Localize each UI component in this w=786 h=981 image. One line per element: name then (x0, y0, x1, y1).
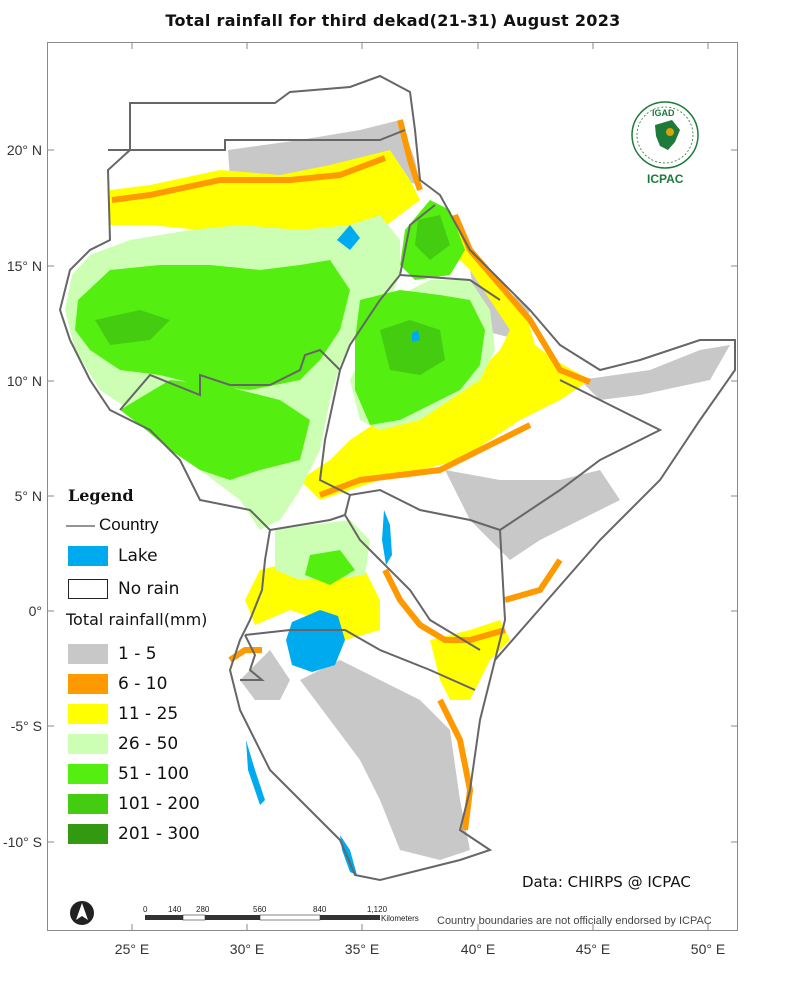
legend-label-51-100: 51 - 100 (118, 764, 190, 784)
scale-bar (145, 914, 380, 921)
lat-label-5n: 5° N (14, 488, 42, 504)
legend-label-6-10: 6 - 10 (118, 674, 168, 694)
scale-tick-560: 560 (253, 905, 267, 914)
lon-label-50e: 50° E (690, 941, 726, 957)
data-credit: Data: CHIRPS @ ICPAC (522, 873, 691, 891)
map-title: Total rainfall for third dekad(21-31) Au… (165, 11, 621, 30)
legend-label-101-200: 101 - 200 (118, 794, 200, 814)
lat-label-20n: 20° N (6, 142, 42, 158)
lon-label-30e: 30° E (229, 941, 265, 957)
legend-rainfall-title: Total rainfall(mm) (66, 610, 208, 629)
legend-label-11-25: 11 - 25 (118, 704, 179, 724)
icpac-logo-icon (631, 101, 699, 169)
lat-label-10n: 10° N (6, 373, 42, 389)
legend-no-rain-swatch (68, 579, 108, 599)
scale-tick-1120: 1,120 (367, 905, 388, 914)
scale-tick-280: 280 (196, 905, 210, 914)
lon-label-25e: 25° E (114, 941, 150, 957)
legend-swatch-201-300 (68, 824, 108, 844)
legend-swatch-101-200 (68, 794, 108, 814)
map-frame (47, 42, 738, 931)
scale-tick-840: 840 (313, 905, 327, 914)
lat-label-10s: -10° S (2, 834, 42, 850)
rain-class-1-5 (228, 120, 730, 860)
legend-swatch-26-50 (68, 734, 108, 754)
rain-class-11-25 (110, 150, 590, 700)
scale-unit: Kilometers (381, 914, 419, 923)
lon-label-35e: 35° E (344, 941, 380, 957)
legend-title: Legend (68, 486, 134, 505)
legend-swatch-11-25 (68, 704, 108, 724)
legend-country-label: Country (99, 515, 159, 534)
legend-label-201-300: 201 - 300 (118, 824, 200, 844)
lon-label-40e: 40° E (460, 941, 496, 957)
legend-lake-label: Lake (118, 546, 158, 566)
rain-class-101-200 (95, 215, 450, 375)
legend-swatch-1-5 (68, 644, 108, 664)
logo-bottom-text: ICPAC (647, 172, 684, 186)
lat-label-5s: -5° S (10, 718, 42, 734)
frame-ticks (47, 42, 738, 931)
logo-top-text: IGAD (652, 108, 675, 118)
lakes (246, 225, 420, 875)
legend-lake-swatch (68, 546, 108, 566)
legend-label-26-50: 26 - 50 (118, 734, 179, 754)
lat-label-0: 0° (28, 603, 42, 619)
legend-no-rain-label: No rain (118, 579, 180, 599)
lon-label-45e: 45° E (575, 941, 611, 957)
scale-tick-140: 140 (168, 905, 182, 914)
legend-swatch-6-10 (68, 674, 108, 694)
legend-swatch-51-100 (68, 764, 108, 784)
legend-label-1-5: 1 - 5 (118, 644, 157, 664)
lat-label-15n: 15° N (6, 258, 42, 274)
scale-tick-0: 0 (143, 905, 148, 914)
country-boundaries (58, 74, 736, 882)
boundary-disclaimer: Country boundaries are not officially en… (437, 915, 712, 927)
north-arrow-icon (70, 901, 94, 925)
